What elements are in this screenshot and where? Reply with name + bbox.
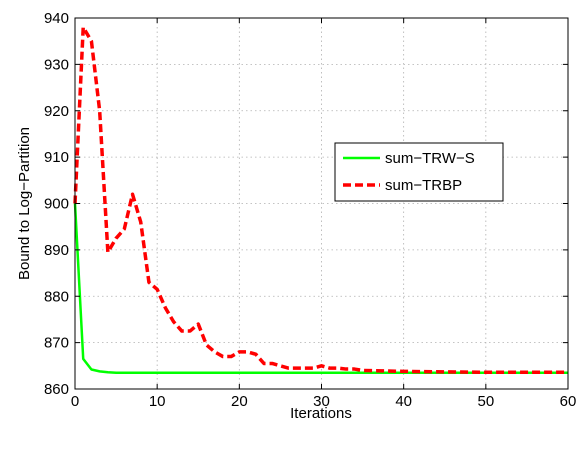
series-line-1 bbox=[73, 25, 568, 375]
y-tick-label: 860 bbox=[44, 381, 69, 398]
x-tick-label: 60 bbox=[560, 393, 577, 410]
y-tick-label: 890 bbox=[44, 242, 69, 259]
legend-box bbox=[334, 142, 504, 202]
y-tick-label: 910 bbox=[44, 149, 69, 166]
y-tick-label: 900 bbox=[44, 196, 69, 213]
x-axis-label: Iterations bbox=[290, 405, 352, 422]
y-tick-label: 880 bbox=[44, 288, 69, 305]
x-tick-label: 0 bbox=[71, 393, 79, 410]
x-tick-label: 40 bbox=[395, 393, 412, 410]
x-tick-label: 50 bbox=[477, 393, 494, 410]
series-lines bbox=[73, 25, 568, 375]
tick-labels: 0 10 20 30 40 50 60 860 870 880 890 900 910 920 930 940 bbox=[44, 10, 576, 410]
y-tick-label: 930 bbox=[44, 56, 69, 73]
y-tick-label: 920 bbox=[44, 103, 69, 120]
legend-label-sum-trbp: sum−TRBP bbox=[385, 177, 462, 194]
y-tick-label: 940 bbox=[44, 10, 69, 27]
grid-lines bbox=[75, 18, 568, 389]
y-axis-label: Bound to Log−Partition bbox=[16, 127, 33, 280]
y-tick-label: 870 bbox=[44, 335, 69, 352]
legend-label-sum-trw-s: sum−TRW−S bbox=[385, 150, 475, 167]
legend: sum−TRW−S sum−TRBP bbox=[334, 142, 504, 202]
axes bbox=[74, 17, 569, 390]
x-tick-label: 10 bbox=[149, 393, 166, 410]
x-tick-label: 20 bbox=[231, 393, 248, 410]
x-tick-label: 30 bbox=[313, 393, 330, 410]
